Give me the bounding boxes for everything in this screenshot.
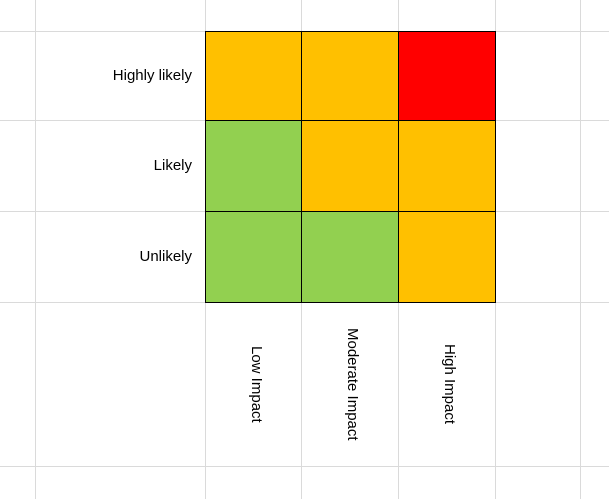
matrix-cell-r1c2-medium <box>302 32 399 121</box>
column-label-2: Moderate Impact <box>344 328 361 441</box>
matrix-cell-r2c1-low <box>206 121 302 212</box>
gridline-horizontal <box>0 466 609 467</box>
matrix-cell-r1c1-medium <box>206 32 302 121</box>
matrix-cell-r1c3-high <box>399 32 495 121</box>
row-label-1: Highly likely <box>112 67 192 84</box>
matrix-cell-r3c2-low <box>302 212 399 302</box>
matrix-cell-r3c3-medium <box>399 212 495 302</box>
row-label-2: Likely <box>153 157 192 174</box>
gridline-vertical <box>580 0 581 499</box>
matrix-cell-r2c3-medium <box>399 121 495 212</box>
row-label-3: Unlikely <box>139 248 192 265</box>
matrix-cell-r2c2-medium <box>302 121 399 212</box>
risk-matrix <box>205 31 496 303</box>
column-label-1: Low Impact <box>248 346 265 423</box>
column-label-3: High Impact <box>441 344 458 425</box>
matrix-cell-r3c1-low <box>206 212 302 302</box>
gridline-vertical <box>35 0 36 499</box>
